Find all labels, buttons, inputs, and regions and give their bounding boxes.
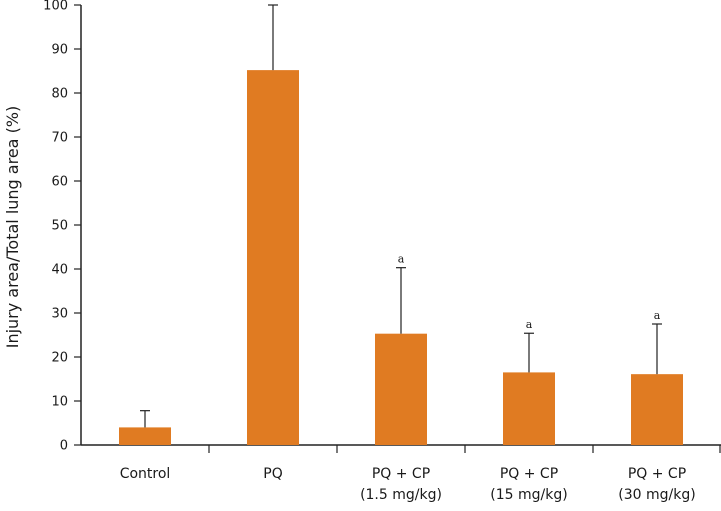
y-tick-label: 80 (51, 87, 68, 102)
y-axis-label: Injury area/Total lung area (%) (3, 106, 22, 349)
y-tick-label: 60 (51, 175, 68, 190)
bar (503, 372, 555, 445)
x-category-label: (15 mg/kg) (490, 487, 567, 503)
bar (375, 333, 427, 445)
bars: a a a (119, 4, 683, 446)
x-category-label: PQ (263, 466, 282, 482)
significance-label: a (526, 318, 533, 331)
x-category-label: PQ + CP (500, 466, 558, 482)
y-tick-label: 100 (43, 0, 68, 14)
significance-label: a (398, 253, 405, 266)
y-tick-label: 40 (51, 263, 68, 278)
x-category-label: Control (120, 466, 171, 482)
x-axis: Control PQ PQ + CP (1.5 mg/kg) PQ + CP (15 mg… (81, 444, 721, 503)
significance-label: a (654, 309, 661, 322)
x-category-label: (1.5 mg/kg) (360, 487, 442, 503)
y-tick-label: 0 (60, 439, 68, 454)
x-category-label: (30 mg/kg) (618, 487, 695, 503)
bar (631, 374, 683, 445)
y-tick-label: 20 (51, 351, 68, 366)
x-category-label: PQ + CP (372, 466, 430, 482)
bar (247, 70, 299, 446)
y-tick-label: 50 (51, 219, 68, 234)
y-tick-label: 30 (51, 307, 68, 322)
x-category-label: PQ + CP (628, 466, 686, 482)
y-tick-label: 10 (51, 395, 68, 410)
bar (119, 427, 171, 445)
y-tick-label: 90 (51, 43, 68, 58)
y-tick-label: 70 (51, 131, 68, 146)
y-axis: 0 10 20 30 40 50 60 70 80 90 100 (43, 0, 82, 454)
